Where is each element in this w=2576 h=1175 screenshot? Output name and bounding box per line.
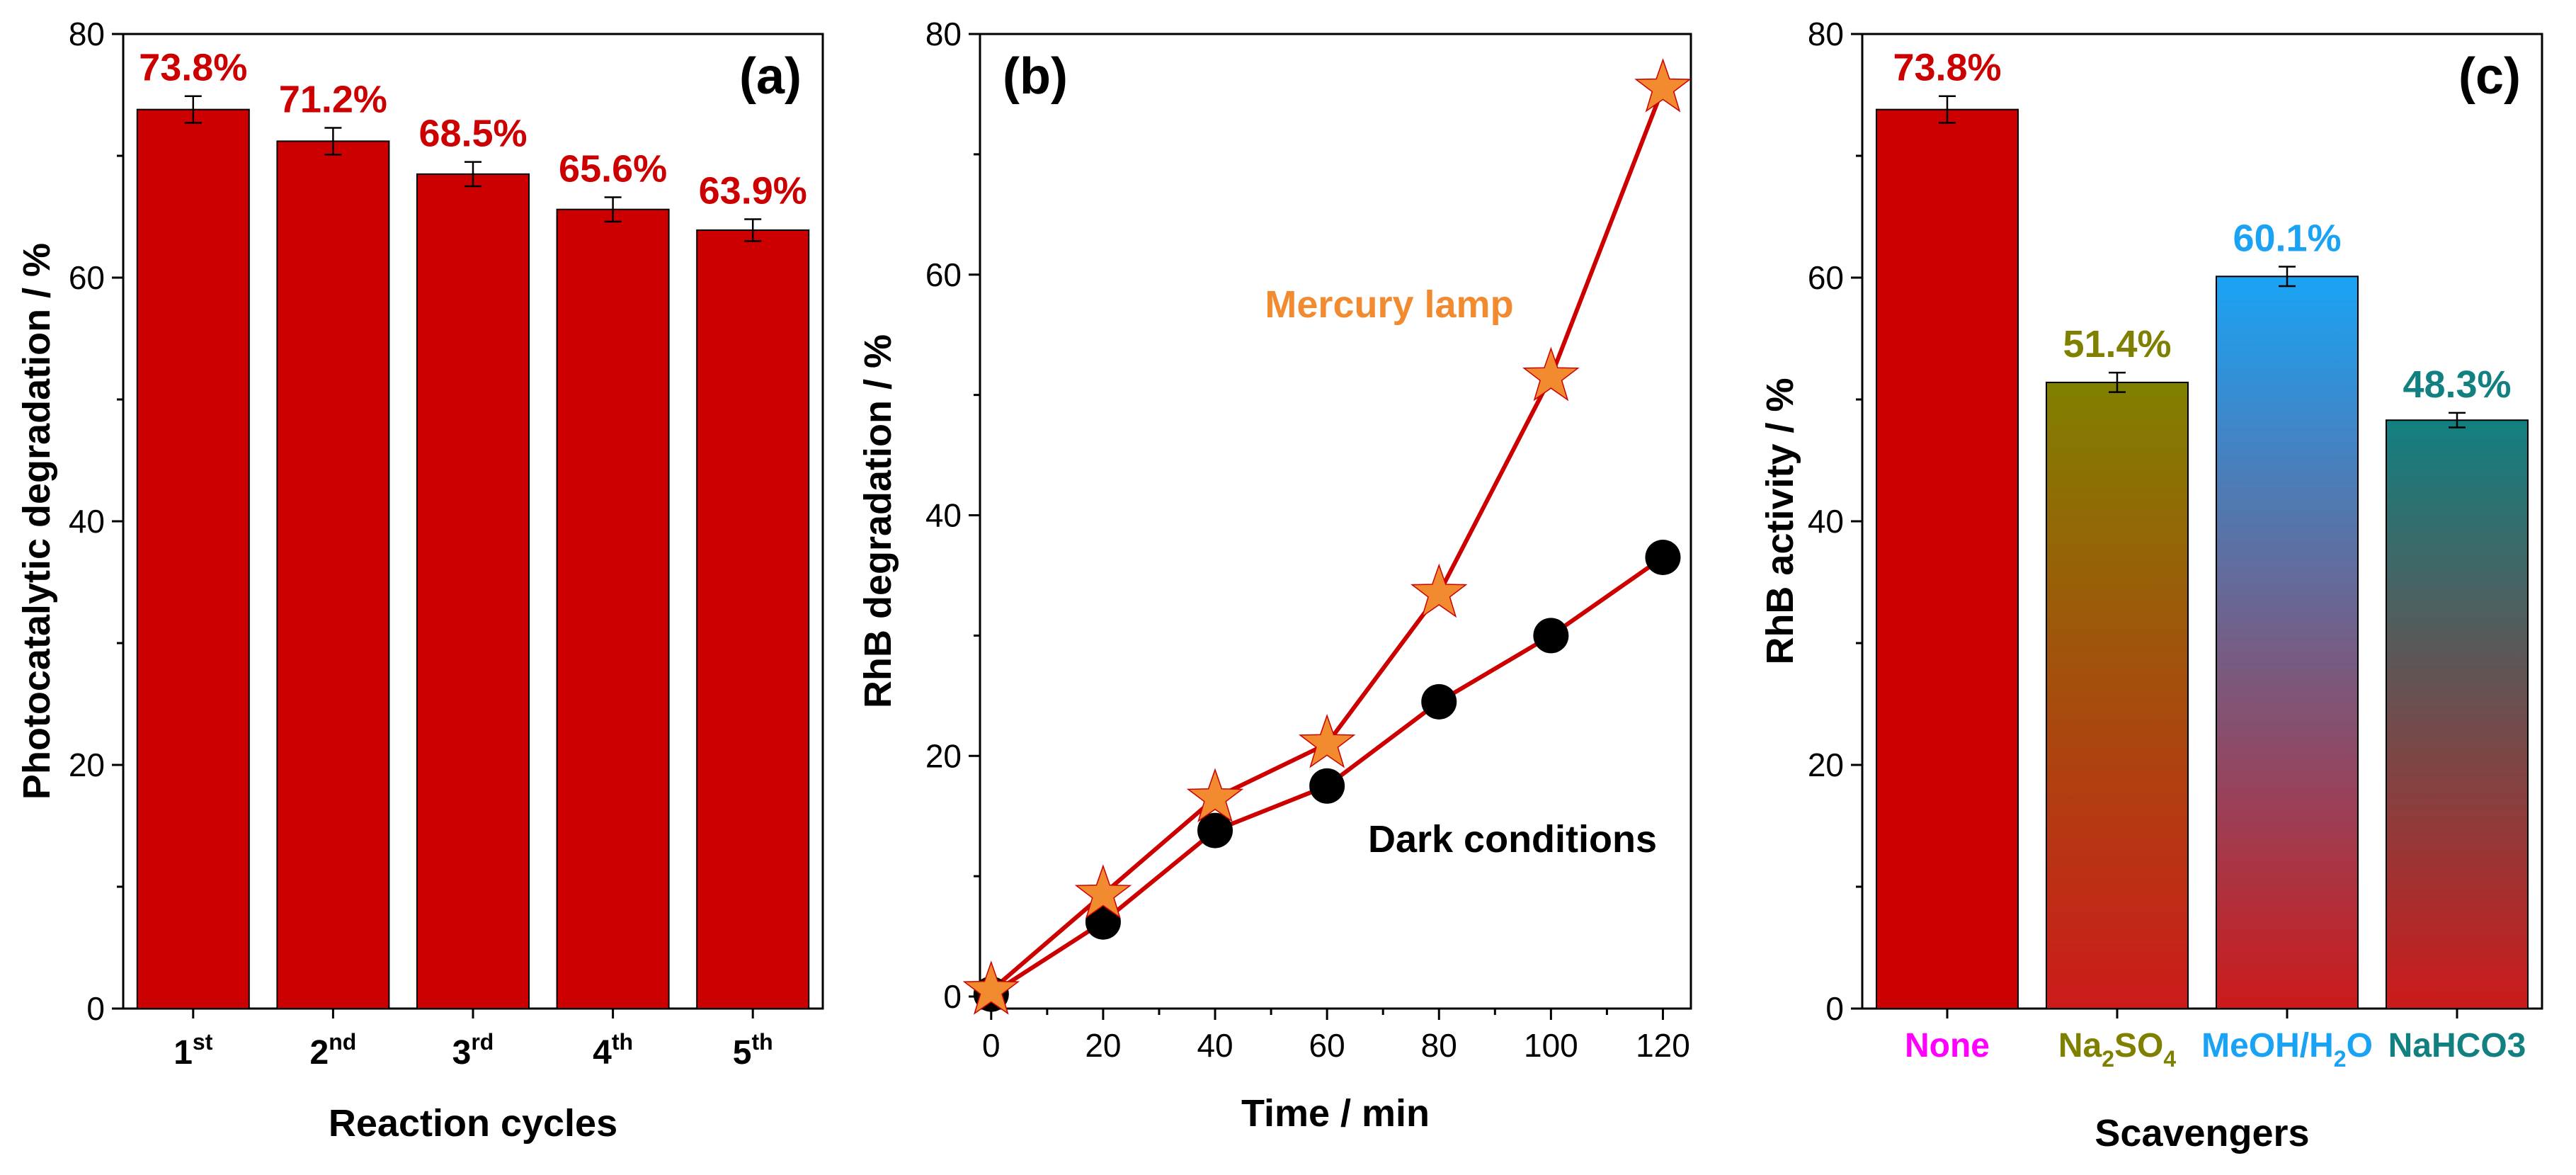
x-axis-title: Time / min xyxy=(1241,1092,1430,1135)
data-point-circle xyxy=(1309,768,1345,804)
bar-value-label: 60.1% xyxy=(2233,217,2341,260)
data-point-star xyxy=(1298,714,1356,768)
tick-label-base: 5 xyxy=(733,1034,752,1072)
x-tick-label: 60 xyxy=(1309,1027,1345,1064)
y-axis-title: RhB degradation / % xyxy=(857,334,899,708)
y-tick-label: 60 xyxy=(1808,259,1844,296)
data-point-circle xyxy=(1421,683,1457,720)
bar xyxy=(2216,276,2359,1009)
tick-label-base: 1 xyxy=(173,1034,193,1072)
bar xyxy=(276,140,390,1010)
x-tick-label: 20 xyxy=(1085,1027,1121,1064)
plot-frame xyxy=(979,33,1692,1010)
x-axis-title: Scavengers xyxy=(2095,1112,2309,1154)
tick-label-base: 4 xyxy=(593,1034,612,1072)
y-tick-label: 40 xyxy=(1808,503,1844,540)
data-point-circle xyxy=(1085,904,1121,940)
y-tick-label: 80 xyxy=(69,16,105,52)
x-tick-label: Na2SO4 xyxy=(2058,1027,2177,1072)
y-tick-label: 40 xyxy=(925,497,962,534)
panel-label: (c) xyxy=(2458,48,2521,105)
tick-label-superscript: rd xyxy=(471,1029,494,1055)
y-tick-label: 20 xyxy=(1808,747,1844,783)
y-tick-label: 0 xyxy=(86,990,105,1027)
bar xyxy=(136,108,250,1009)
data-point-star xyxy=(962,960,1020,1015)
y-tick-label: 80 xyxy=(1808,16,1844,52)
x-tick-label: 4th xyxy=(593,1029,633,1072)
bar-value-label: 73.8% xyxy=(1893,47,2001,89)
bar xyxy=(2386,419,2529,1009)
tick-label-part: O xyxy=(2347,1027,2373,1065)
y-tick-label: 40 xyxy=(69,503,105,540)
y-tick-label: 20 xyxy=(69,747,105,783)
bar-value-label: 65.6% xyxy=(559,147,667,190)
data-point-circle xyxy=(1533,618,1569,654)
bar-value-label: 48.3% xyxy=(2403,363,2511,406)
data-point-star xyxy=(1522,346,1580,402)
panel-a: 02040608073.8%1st71.2%2nd68.5%3rd65.6%4t… xyxy=(16,16,824,1145)
data-point-circle xyxy=(1645,539,1681,575)
x-tick-label: 80 xyxy=(1421,1027,1457,1064)
x-tick-label: 1st xyxy=(173,1029,213,1072)
data-point-star xyxy=(1186,768,1244,822)
bar xyxy=(416,173,530,1009)
bar xyxy=(556,208,670,1009)
x-axis-title: Reaction cycles xyxy=(329,1102,617,1145)
data-point-star xyxy=(1410,563,1468,618)
x-tick-label: 100 xyxy=(1524,1027,1578,1064)
tick-label-part: None xyxy=(1905,1027,1990,1065)
tick-label-base: 3 xyxy=(452,1034,472,1072)
tick-label-superscript: th xyxy=(612,1029,633,1055)
x-tick-label: 3rd xyxy=(452,1029,494,1072)
bar-value-label: 63.9% xyxy=(699,169,807,212)
y-tick-label: 80 xyxy=(925,16,962,52)
x-tick-label: 0 xyxy=(982,1027,1001,1064)
bar-value-label: 73.8% xyxy=(139,47,247,89)
tick-label-superscript: th xyxy=(751,1029,773,1055)
y-axis-title: Photocatalytic degradation / % xyxy=(16,243,58,800)
bar xyxy=(696,229,810,1009)
bar-value-label: 51.4% xyxy=(2063,323,2171,365)
panel-c: 02040608073.8%None51.4%Na2SO460.1%MeOH/H… xyxy=(1759,16,2543,1154)
panel-label: (a) xyxy=(739,48,802,105)
data-point-circle xyxy=(1197,812,1233,848)
x-tick-label: 2nd xyxy=(310,1029,357,1072)
y-tick-label: 60 xyxy=(69,259,105,296)
y-tick-label: 20 xyxy=(925,737,962,774)
tick-label-base: 2 xyxy=(310,1034,329,1072)
tick-label-superscript: nd xyxy=(329,1029,356,1055)
bar xyxy=(1876,108,2019,1009)
tick-label-part: Na xyxy=(2058,1027,2102,1065)
x-tick-label: 40 xyxy=(1197,1027,1233,1064)
series-annotation: Dark conditions xyxy=(1368,818,1657,861)
panel-b: 0 20 40 60 80 0 20 40 60 80 100 120 Mercury lamp Dark… xyxy=(857,16,1692,1135)
x-tick-label: 120 xyxy=(1636,1027,1690,1064)
data-point-star xyxy=(1634,58,1692,113)
y-tick-label: 0 xyxy=(1825,990,1844,1027)
tick-label-subscript: 2 xyxy=(2102,1046,2114,1072)
tick-label-superscript: st xyxy=(193,1029,213,1055)
x-tick-label: None xyxy=(1905,1027,1990,1065)
bar xyxy=(2046,381,2189,1009)
series-annotation: Mercury lamp xyxy=(1265,283,1513,326)
tick-label-subscript: 2 xyxy=(2334,1046,2347,1072)
x-tick-label: MeOH/H2O xyxy=(2201,1027,2373,1072)
tick-label-part: MeOH/H xyxy=(2201,1027,2334,1065)
tick-label-part: SO xyxy=(2114,1027,2163,1065)
data-point-star xyxy=(1074,864,1132,919)
tick-label-subscript: 4 xyxy=(2163,1046,2176,1072)
y-tick-label: 60 xyxy=(925,256,962,293)
y-axis-title: RhB activity / % xyxy=(1759,378,1801,664)
bar-value-label: 68.5% xyxy=(418,113,527,155)
x-tick-label: 5th xyxy=(733,1029,773,1072)
tick-label-part: NaHCO3 xyxy=(2388,1027,2526,1065)
x-tick-label: NaHCO3 xyxy=(2388,1027,2526,1065)
panel-label: (b) xyxy=(1003,48,1068,105)
bar-value-label: 71.2% xyxy=(279,78,387,120)
y-tick-label: 0 xyxy=(943,978,962,1015)
